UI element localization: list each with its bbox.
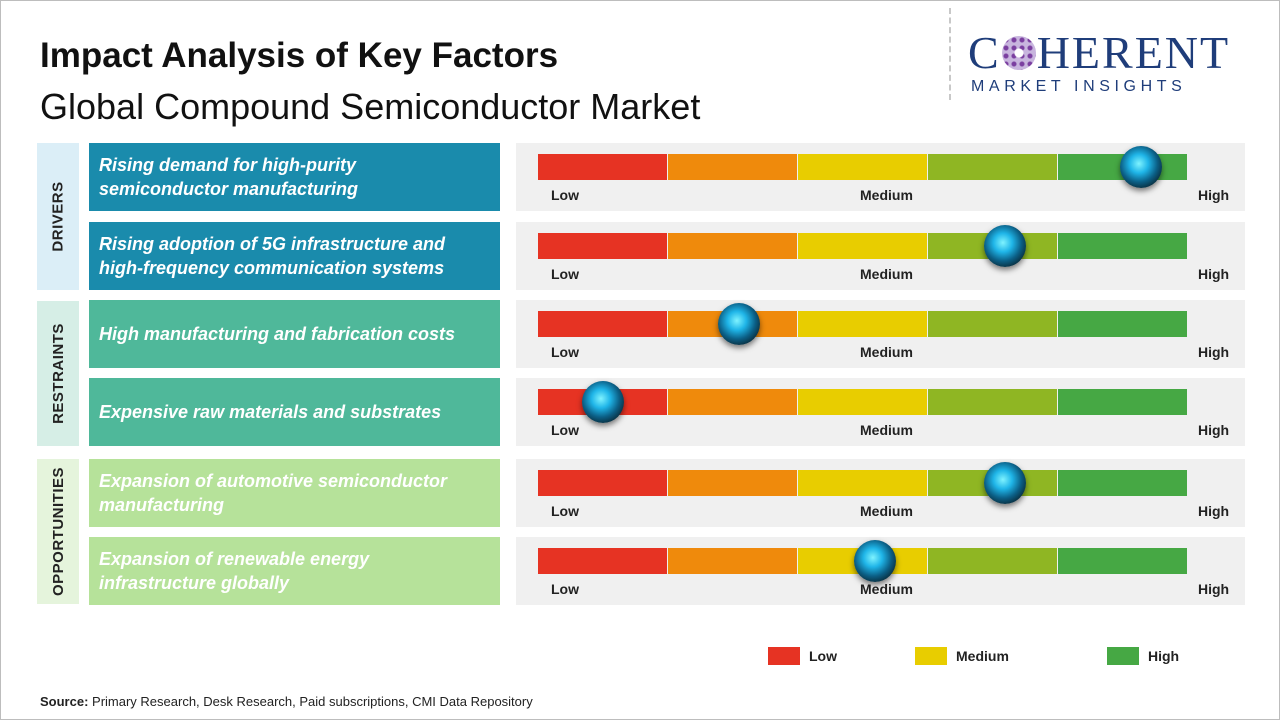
- impact-marker: [717, 303, 760, 345]
- scale-label: High: [1198, 503, 1230, 519]
- impact-gauge: Low Medium High: [516, 537, 1245, 605]
- legend-label: Low: [809, 648, 837, 664]
- impact-gauge: Low Medium High: [516, 378, 1245, 446]
- scale-label: Low: [551, 344, 579, 360]
- factor-label: Expansion of renewable energy infrastruc…: [99, 549, 370, 593]
- scale-label: Low: [551, 266, 579, 282]
- factor-box: Rising adoption of 5G infrastructure and…: [89, 222, 500, 290]
- scale-label: Low: [551, 503, 579, 519]
- legend-swatch: [915, 647, 947, 665]
- impact-marker: [853, 540, 896, 582]
- scale-label: Medium: [860, 422, 913, 438]
- gauge-segment: [798, 233, 928, 259]
- scale-label: High: [1198, 266, 1230, 282]
- gauge-segment: [928, 311, 1058, 337]
- gauge-segment: [798, 154, 928, 180]
- scale-label: High: [1198, 187, 1230, 203]
- factor-label: Rising demand for high-purity semiconduc…: [99, 155, 359, 199]
- impact-marker: [1119, 146, 1162, 188]
- gauge-segment: [1058, 311, 1188, 337]
- gauge-segment: [798, 311, 928, 337]
- logo-tagline: MARKET INSIGHTS: [971, 78, 1187, 95]
- scale-label: Medium: [860, 187, 913, 203]
- gauge-segment: [668, 154, 798, 180]
- scale-label: Low: [551, 422, 579, 438]
- source-note: Source: Primary Research, Desk Research,…: [40, 694, 533, 709]
- company-logo: C HERENT MARKET INSIGHTS: [968, 28, 1268, 103]
- impact-gauge: Low Medium High: [516, 459, 1245, 527]
- logo-wordmark: C HERENT: [968, 27, 1231, 78]
- gauge-segment: [1058, 233, 1188, 259]
- category-label: OPPORTUNITIES: [37, 459, 79, 604]
- factor-box: Expansion of renewable energy infrastruc…: [89, 537, 500, 605]
- gauge-segment: [928, 548, 1058, 574]
- legend-label: High: [1148, 648, 1180, 664]
- factor-label: Expansion of automotive semiconductor ma…: [99, 471, 448, 515]
- factor-label: Rising adoption of 5G infrastructure and…: [99, 234, 446, 278]
- gauge-segment: [1058, 470, 1188, 496]
- scale-label: Medium: [860, 503, 913, 519]
- impact-marker: [581, 381, 624, 423]
- gauge-segment: [928, 389, 1058, 415]
- factor-box: Expansion of automotive semiconductor ma…: [89, 459, 500, 527]
- impact-gauge: Low Medium High: [516, 143, 1245, 211]
- legend-label: Medium: [956, 648, 1009, 664]
- gauge-segment: [1058, 548, 1188, 574]
- gauge-segment: [538, 233, 668, 259]
- legend-swatch: [768, 647, 800, 665]
- gauge-segment: [1058, 389, 1188, 415]
- factor-box: High manufacturing and fabrication costs: [89, 300, 500, 368]
- impact-marker: [983, 462, 1026, 504]
- chart-title: Impact Analysis of Key Factors: [40, 36, 559, 75]
- logo-divider: [949, 8, 951, 100]
- scale-label: Low: [551, 581, 579, 597]
- gauge-segment: [668, 389, 798, 415]
- factor-box: Expensive raw materials and substrates: [89, 378, 500, 446]
- scale-label: High: [1198, 422, 1230, 438]
- category-label: RESTRAINTS: [37, 301, 79, 446]
- gauge-segment: [668, 548, 798, 574]
- scale-label: Medium: [860, 344, 913, 360]
- gauge-segment: [798, 389, 928, 415]
- chart-subtitle: Global Compound Semiconductor Market: [40, 86, 701, 127]
- gauge-segment: [798, 470, 928, 496]
- category-label: DRIVERS: [37, 143, 79, 290]
- gauge-segment: [538, 470, 668, 496]
- impact-gauge: Low Medium High: [516, 300, 1245, 368]
- logo-dot-icon: [1001, 36, 1036, 70]
- impact-gauge: Low Medium High: [516, 222, 1245, 290]
- gauge-segment: [538, 311, 668, 337]
- legend-swatch: [1107, 647, 1139, 665]
- scale-label: Low: [551, 187, 579, 203]
- gauge-segment: [668, 233, 798, 259]
- factor-label: Expensive raw materials and substrates: [99, 402, 442, 422]
- gauge-segment: [538, 548, 668, 574]
- gauge-segment: [538, 154, 668, 180]
- scale-label: High: [1198, 344, 1230, 360]
- factor-label: High manufacturing and fabrication costs: [99, 324, 456, 344]
- scale-label: Medium: [860, 581, 913, 597]
- factor-box: Rising demand for high-purity semiconduc…: [89, 143, 500, 211]
- scale-label: High: [1198, 581, 1230, 597]
- scale-label: Medium: [860, 266, 913, 282]
- impact-marker: [983, 225, 1026, 267]
- gauge-segment: [928, 154, 1058, 180]
- gauge-segment: [668, 470, 798, 496]
